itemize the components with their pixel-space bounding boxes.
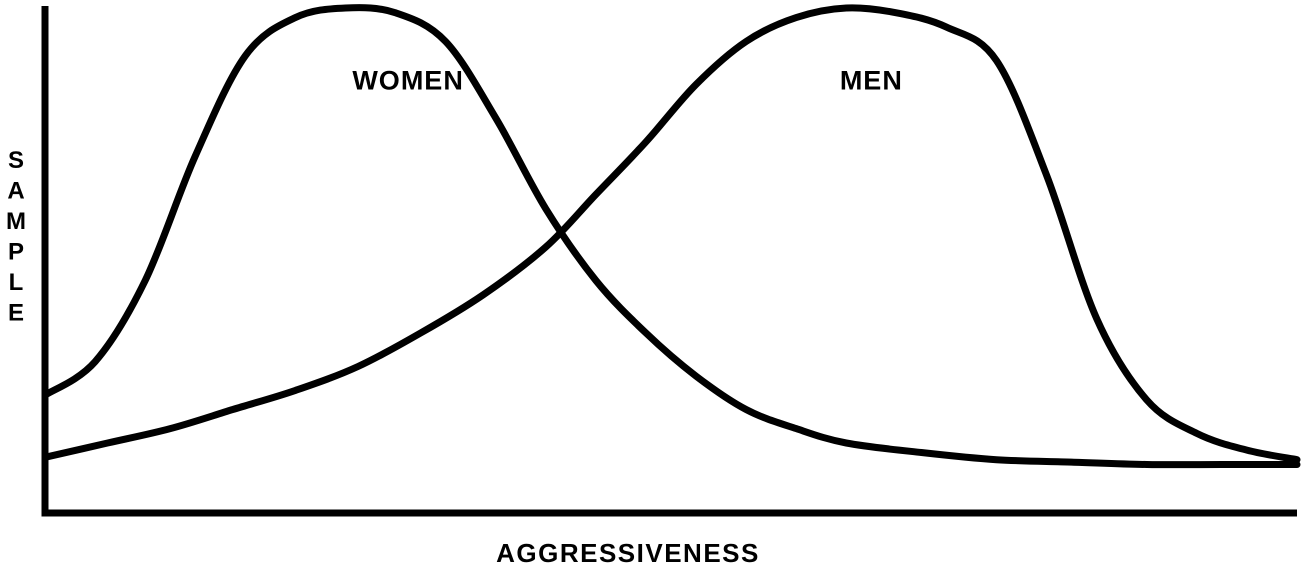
series-label-men: MEN [840, 65, 903, 95]
plot-area [41, 4, 1301, 469]
y-axis-label-letter: E [8, 300, 24, 327]
y-axis-label-letter: L [9, 269, 24, 296]
y-axis-label-letter: A [7, 178, 24, 205]
y-axis-label-letter: P [8, 239, 24, 266]
series-line-men [41, 4, 1301, 464]
y-axis-label-letter: S [8, 147, 24, 174]
series-line-women [41, 4, 1301, 469]
y-axis-label-letter: M [6, 208, 26, 235]
x-axis-label: AGGRESSIVENESS [496, 538, 760, 568]
series-label-women: WOMEN [352, 65, 463, 95]
